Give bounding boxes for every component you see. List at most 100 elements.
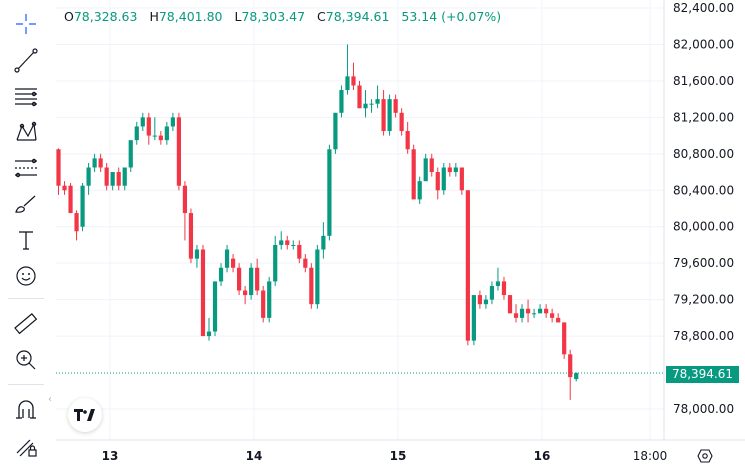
candle-body <box>357 85 362 109</box>
fib-icon[interactable] <box>6 153 46 183</box>
candle-body <box>405 131 410 150</box>
price-tick-label: 79,600.00 <box>673 256 734 270</box>
candle-body <box>243 290 248 296</box>
candle-body <box>80 185 85 227</box>
candle-body <box>483 299 489 305</box>
candle-body <box>501 281 507 296</box>
candle-body <box>459 167 464 191</box>
candle-body <box>237 267 242 291</box>
candle-body <box>146 117 151 136</box>
candle-body <box>574 373 579 380</box>
candle-body <box>369 103 374 105</box>
tradingview-logo-icon[interactable] <box>68 398 102 432</box>
grid <box>56 0 745 441</box>
candle-body <box>297 244 302 259</box>
candle-body <box>212 281 218 332</box>
candle-body <box>375 99 380 104</box>
candle-body <box>507 295 513 314</box>
candle-body <box>465 190 470 341</box>
price-tick-label: 82,000.00 <box>673 37 734 51</box>
candle-body <box>261 290 266 318</box>
candle-body <box>453 167 458 173</box>
candle-body <box>74 213 79 232</box>
crosshair-icon[interactable] <box>6 9 46 39</box>
price-tick-label: 78,000.00 <box>673 402 734 416</box>
drawing-toolbar <box>0 0 52 470</box>
trend-line-icon[interactable] <box>6 45 46 75</box>
candle-body <box>176 117 181 186</box>
candle-body <box>188 213 194 259</box>
emoji-icon[interactable] <box>6 261 46 291</box>
time-tick-label: 15 <box>390 449 407 463</box>
candle-body <box>477 295 482 305</box>
price-tick-label: 80,400.00 <box>673 183 734 197</box>
pattern-icon[interactable] <box>6 117 46 147</box>
text-icon[interactable] <box>6 225 46 255</box>
candle-body <box>556 317 561 323</box>
candle-body <box>513 313 519 318</box>
candle-body <box>140 117 145 127</box>
candle-body <box>206 331 212 337</box>
candle-body <box>134 126 139 141</box>
candle-body <box>98 158 103 168</box>
candle-body <box>525 308 531 314</box>
candle-body <box>538 308 543 314</box>
candle-body <box>339 90 344 113</box>
candle-body <box>495 281 501 286</box>
candle-body <box>381 99 386 132</box>
candle-body <box>417 181 422 200</box>
candle-body <box>291 244 296 246</box>
candle-body <box>568 354 573 378</box>
candle-body <box>321 235 326 250</box>
candle-body <box>122 167 127 186</box>
magnet-icon[interactable] <box>6 395 46 425</box>
candle-body <box>471 295 476 341</box>
candle-body <box>116 172 121 186</box>
close-value: 78,394.61 <box>325 9 390 24</box>
candle-body <box>68 185 73 214</box>
zoom-in-icon[interactable] <box>6 345 46 375</box>
candle-body <box>303 258 308 268</box>
candle-body <box>182 185 188 214</box>
candle-body <box>230 258 236 268</box>
high-label: H <box>149 9 159 24</box>
candle-body <box>315 249 320 305</box>
candle-body <box>255 267 260 291</box>
price-axis: 82,400.00 82,000.00 81,600.00 81,200.00 80,8… <box>673 1 734 416</box>
candle-body <box>285 240 290 245</box>
time-tick-label: 13 <box>102 449 119 463</box>
candle-body <box>309 267 314 305</box>
price-tick-label: 82,400.00 <box>673 1 734 15</box>
candle-body <box>441 167 446 191</box>
candle-body <box>411 149 416 200</box>
candle-body <box>62 185 67 191</box>
candle-body <box>333 112 338 150</box>
high-value: 78,401.80 <box>158 9 223 24</box>
candle-body <box>363 103 368 109</box>
price-tick-label: 79,200.00 <box>673 293 734 307</box>
candle-body <box>489 285 495 300</box>
collapse-toolbar-chevron-icon[interactable]: ‹ <box>48 393 52 405</box>
settings-gear-icon[interactable] <box>697 448 713 464</box>
lock-draw-icon[interactable] <box>6 431 46 461</box>
price-tick-label: 80,000.00 <box>673 220 734 234</box>
candle-body <box>218 267 224 282</box>
horizontal-lines-icon[interactable] <box>6 81 46 111</box>
change-value: 53.14 (+0.07%) <box>401 9 502 24</box>
candle-body <box>128 140 133 168</box>
candle-body <box>279 240 284 245</box>
candle-body <box>447 167 452 173</box>
candle-body <box>273 244 278 282</box>
candle-body <box>110 172 115 186</box>
price-tick-label: 81,200.00 <box>673 110 734 124</box>
time-tick-label: 18:00 <box>633 449 668 463</box>
close-label: C <box>317 9 326 24</box>
candle-body <box>104 167 109 186</box>
open-value: 78,328.63 <box>73 9 138 24</box>
price-tick-label: 81,600.00 <box>673 74 734 88</box>
last-price-label: 78,394.61 <box>666 366 739 383</box>
ruler-icon[interactable] <box>6 309 46 339</box>
candle-body <box>158 135 163 141</box>
brush-icon[interactable] <box>6 189 46 219</box>
